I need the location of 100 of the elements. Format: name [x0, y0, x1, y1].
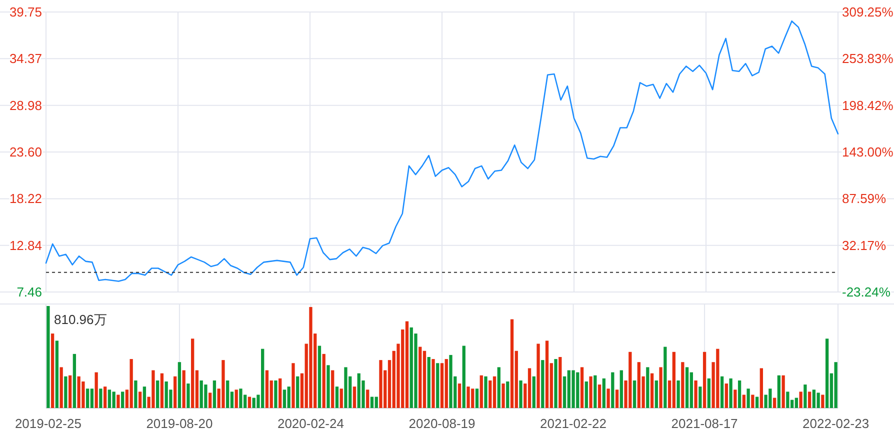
bar — [121, 392, 124, 408]
bar — [344, 367, 348, 408]
bar — [444, 359, 448, 408]
y2-tick-label: 143.00% — [842, 144, 894, 160]
bar — [55, 340, 59, 408]
bar — [68, 375, 72, 408]
bar — [646, 367, 650, 408]
bar — [602, 378, 606, 408]
x-tick-label: 2019-08-20 — [146, 416, 213, 431]
bar — [584, 381, 588, 408]
bar — [191, 338, 194, 408]
bar — [502, 384, 505, 408]
bar — [226, 380, 230, 408]
bar — [296, 376, 300, 408]
bar — [676, 380, 680, 408]
bar — [606, 388, 610, 408]
bar — [182, 370, 186, 408]
bar — [130, 359, 133, 408]
bar — [760, 368, 763, 408]
bar — [620, 370, 623, 408]
bar — [234, 390, 238, 408]
bar — [589, 376, 592, 408]
bar — [659, 367, 662, 408]
bar — [152, 370, 155, 408]
bar — [352, 386, 356, 408]
bar — [108, 390, 112, 408]
bar — [558, 357, 562, 408]
bar — [427, 357, 430, 408]
bar — [720, 376, 724, 408]
bar — [208, 392, 212, 408]
bar — [282, 390, 286, 408]
bar — [506, 381, 510, 408]
bar — [724, 384, 728, 408]
bar — [755, 396, 759, 408]
bar — [90, 388, 94, 408]
bar — [274, 380, 278, 408]
bar — [265, 370, 269, 408]
bar — [484, 376, 488, 408]
bar — [742, 394, 746, 408]
bar — [734, 390, 737, 408]
bar — [672, 352, 676, 408]
bar — [174, 376, 177, 408]
bar — [60, 367, 63, 408]
bar — [72, 354, 76, 408]
bar — [462, 346, 466, 408]
bar — [248, 396, 252, 408]
bar — [318, 346, 322, 408]
bar — [466, 386, 470, 408]
bar — [786, 392, 790, 408]
bar — [322, 354, 326, 408]
bar — [536, 344, 540, 408]
bar — [808, 392, 812, 408]
bar — [178, 362, 182, 408]
bar — [287, 386, 290, 408]
y-tick-label: 34.37 — [9, 51, 42, 66]
bar — [475, 388, 479, 408]
bar — [103, 386, 107, 408]
bar — [698, 386, 702, 408]
bar — [422, 350, 426, 408]
bar — [816, 392, 820, 408]
bar — [654, 380, 658, 408]
bar — [405, 321, 409, 408]
bar — [278, 378, 282, 408]
bar — [611, 372, 614, 408]
y-tick-label: 18.22 — [9, 191, 42, 206]
bar — [497, 367, 500, 408]
x-tick-label: 2019-02-25 — [14, 416, 82, 431]
bar — [615, 390, 619, 408]
y-tick-label: 12.84 — [9, 238, 42, 253]
bar — [160, 373, 164, 408]
bar — [292, 363, 295, 408]
bar — [138, 392, 142, 408]
bar — [86, 388, 90, 408]
bar — [458, 384, 462, 408]
y-tick-label: 7.46 — [16, 284, 42, 300]
bar — [374, 396, 378, 408]
bar — [746, 388, 750, 408]
bar — [379, 360, 382, 408]
bar — [116, 394, 120, 408]
bar — [834, 362, 838, 408]
bar — [340, 388, 343, 408]
annotation: 810.96万 — [54, 312, 107, 327]
bar — [64, 376, 68, 408]
bar — [370, 396, 374, 408]
bar — [492, 376, 496, 408]
bar — [738, 380, 742, 408]
bar — [545, 340, 549, 408]
bar — [777, 375, 781, 408]
bar — [186, 384, 190, 408]
bar — [99, 388, 102, 408]
bar — [782, 375, 785, 408]
bar — [204, 384, 208, 408]
bar — [436, 363, 440, 408]
bar — [694, 380, 698, 408]
y-tick-label: 39.75 — [9, 4, 42, 20]
bar — [554, 359, 558, 408]
bar — [309, 307, 312, 408]
bar — [594, 375, 597, 408]
bar — [729, 378, 732, 408]
y2-tick-label: 253.83% — [842, 51, 894, 66]
